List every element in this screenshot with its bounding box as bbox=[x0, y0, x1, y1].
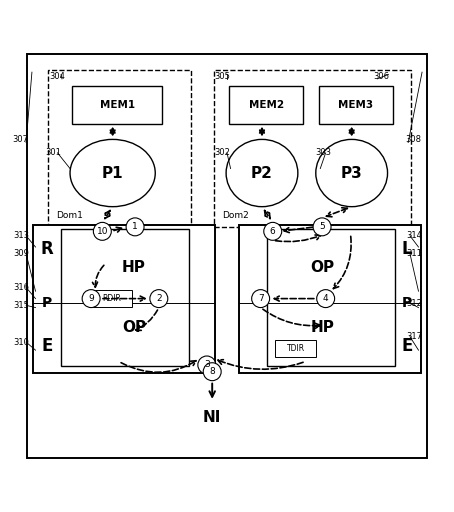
Circle shape bbox=[82, 290, 100, 308]
Text: 317: 317 bbox=[406, 332, 423, 341]
FancyBboxPatch shape bbox=[61, 229, 189, 366]
Text: OP: OP bbox=[310, 260, 334, 275]
Text: 301: 301 bbox=[45, 148, 61, 157]
FancyBboxPatch shape bbox=[229, 86, 303, 124]
Text: HP: HP bbox=[311, 320, 334, 335]
FancyBboxPatch shape bbox=[239, 225, 421, 373]
Circle shape bbox=[317, 290, 335, 308]
Text: 306: 306 bbox=[374, 72, 390, 81]
Text: MEM2: MEM2 bbox=[249, 100, 284, 110]
Text: 304: 304 bbox=[49, 72, 65, 81]
Text: HP: HP bbox=[122, 260, 146, 275]
Text: Dom2: Dom2 bbox=[222, 211, 249, 220]
Text: 310: 310 bbox=[14, 337, 30, 347]
Text: E: E bbox=[402, 337, 413, 355]
Ellipse shape bbox=[226, 139, 298, 207]
Text: 10: 10 bbox=[97, 227, 108, 236]
Text: OP: OP bbox=[122, 320, 146, 335]
Text: NI: NI bbox=[203, 410, 222, 425]
Ellipse shape bbox=[316, 139, 388, 207]
Text: 316: 316 bbox=[14, 283, 30, 292]
FancyBboxPatch shape bbox=[267, 229, 395, 366]
Circle shape bbox=[252, 290, 270, 308]
Circle shape bbox=[313, 218, 331, 236]
Text: TDIR: TDIR bbox=[286, 344, 305, 353]
Text: 6: 6 bbox=[270, 227, 276, 236]
Text: Dom1: Dom1 bbox=[57, 211, 84, 220]
Circle shape bbox=[150, 290, 168, 308]
Circle shape bbox=[198, 356, 216, 374]
FancyBboxPatch shape bbox=[27, 54, 427, 458]
Circle shape bbox=[264, 222, 282, 240]
Text: 307: 307 bbox=[13, 135, 29, 144]
Text: 314: 314 bbox=[406, 231, 422, 240]
FancyBboxPatch shape bbox=[319, 86, 393, 124]
FancyBboxPatch shape bbox=[33, 225, 215, 373]
Text: MEM3: MEM3 bbox=[338, 100, 374, 110]
Text: 305: 305 bbox=[215, 72, 231, 81]
Text: P2: P2 bbox=[251, 165, 273, 181]
FancyBboxPatch shape bbox=[213, 70, 411, 227]
FancyBboxPatch shape bbox=[92, 290, 132, 307]
Text: 9: 9 bbox=[88, 294, 94, 303]
Text: 315: 315 bbox=[14, 301, 30, 310]
Circle shape bbox=[203, 362, 221, 380]
Circle shape bbox=[94, 222, 111, 240]
Text: 309: 309 bbox=[14, 249, 30, 258]
Text: 7: 7 bbox=[258, 294, 263, 303]
FancyBboxPatch shape bbox=[48, 70, 191, 227]
FancyBboxPatch shape bbox=[72, 86, 162, 124]
Text: P3: P3 bbox=[341, 165, 363, 181]
Text: E: E bbox=[41, 337, 52, 355]
Circle shape bbox=[126, 218, 144, 236]
Text: 312: 312 bbox=[406, 298, 422, 308]
Text: 5: 5 bbox=[319, 222, 325, 231]
Text: 303: 303 bbox=[316, 148, 331, 157]
Text: 313: 313 bbox=[14, 231, 30, 240]
Text: 4: 4 bbox=[323, 294, 329, 303]
Text: P: P bbox=[402, 296, 412, 310]
Text: MEM1: MEM1 bbox=[99, 100, 135, 110]
Text: L: L bbox=[402, 240, 413, 258]
Text: RDIR: RDIR bbox=[102, 294, 121, 303]
Text: 3: 3 bbox=[204, 360, 210, 370]
Text: 311: 311 bbox=[406, 249, 422, 258]
Text: 1: 1 bbox=[132, 222, 138, 231]
Ellipse shape bbox=[70, 139, 155, 207]
Text: R: R bbox=[40, 240, 53, 258]
Text: 308: 308 bbox=[405, 135, 422, 144]
Text: P: P bbox=[42, 296, 52, 310]
Text: 302: 302 bbox=[215, 148, 231, 157]
Text: P1: P1 bbox=[102, 165, 123, 181]
Text: 8: 8 bbox=[209, 367, 215, 376]
Text: 2: 2 bbox=[156, 294, 162, 303]
FancyBboxPatch shape bbox=[276, 340, 316, 357]
